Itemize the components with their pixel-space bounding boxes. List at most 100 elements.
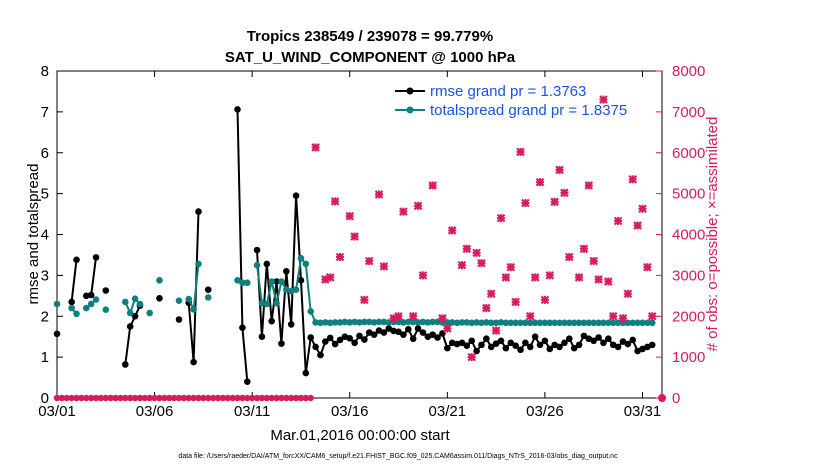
y-left-tick-label: 7 <box>41 104 49 121</box>
rmse-point <box>492 340 500 347</box>
spread-point <box>483 319 490 326</box>
spread-point <box>268 278 275 285</box>
y-left-tick-label: 2 <box>41 308 49 325</box>
spread-point <box>458 319 466 326</box>
assimilated-obs-point <box>545 271 555 280</box>
x-tick-label: 03/31 <box>624 403 662 420</box>
spread-point <box>507 319 515 327</box>
rmse-point <box>53 330 61 338</box>
spread-point <box>531 319 539 327</box>
y-right-tick-label: 5000 <box>672 186 705 203</box>
spread-point <box>414 319 422 326</box>
possible-obs-point <box>63 394 70 402</box>
x-tick-label: 03/21 <box>429 403 467 420</box>
assimilated-obs-point <box>413 201 423 211</box>
rmse-point <box>522 339 529 347</box>
spread-point <box>463 319 471 326</box>
rmse-point <box>497 337 505 345</box>
spread-point <box>122 298 129 306</box>
spread-point <box>404 318 412 326</box>
spread-point <box>497 319 505 326</box>
rmse-point <box>356 332 363 340</box>
rmse-point <box>414 325 422 332</box>
spread-point <box>370 319 378 326</box>
assimilated-obs-point <box>438 314 447 323</box>
possible-obs-point <box>263 394 270 402</box>
spread-point <box>292 286 300 293</box>
possible-obs-point <box>239 394 246 402</box>
rmse-point <box>404 326 412 333</box>
rmse-point <box>400 331 407 338</box>
rmse-point <box>234 106 241 113</box>
y-right-tick-label: 1000 <box>672 349 705 366</box>
spread-point <box>253 261 261 269</box>
rmse-point <box>473 347 480 355</box>
possible-obs-point <box>112 394 119 402</box>
spread-point <box>522 319 529 327</box>
spread-point <box>644 319 651 327</box>
possible-obs-point <box>166 394 173 402</box>
spread-point <box>517 319 524 327</box>
spread-point <box>322 319 329 326</box>
legend-rmse-label: rmse grand pr = 1.3763 <box>430 83 586 100</box>
spread-point <box>429 318 436 326</box>
assimilated-obs-point <box>418 271 428 280</box>
spread-point <box>639 319 646 327</box>
assimilated-obs-point <box>482 303 491 313</box>
spread-point <box>273 299 280 307</box>
possible-obs-point <box>219 394 227 402</box>
rmse-point <box>156 294 163 302</box>
rmse-point <box>302 369 310 377</box>
possible-obs-point <box>287 394 295 402</box>
rmse-point <box>531 333 539 340</box>
spread-point <box>195 260 202 268</box>
possible-obs-point <box>78 394 85 402</box>
rmse-point <box>565 335 573 343</box>
plot-area <box>56 70 663 399</box>
spread-point <box>258 299 266 307</box>
x-tick-label: 03/11 <box>234 403 270 420</box>
spread-point <box>302 260 310 268</box>
spread-point <box>502 319 510 327</box>
possible-obs-point <box>87 394 95 402</box>
possible-obs-point <box>224 394 231 402</box>
spread-point <box>585 319 593 327</box>
possible-obs-point <box>292 394 300 402</box>
y-left-tick-labels: 0 1 2 3 4 5 6 7 8 <box>41 63 49 407</box>
spread-point <box>375 318 383 326</box>
y-right-tick-label: 4000 <box>672 227 705 244</box>
rmse-point <box>570 344 578 352</box>
possible-obs-point <box>258 394 266 402</box>
assimilated-obs-point <box>345 211 355 221</box>
rmse-point <box>409 335 417 343</box>
rmse-point <box>502 344 510 352</box>
assimilated-obs-point <box>443 324 452 333</box>
possible-obs-point <box>248 394 256 402</box>
spread-point <box>331 319 339 326</box>
possible-obs-point <box>126 394 134 402</box>
assimilated-obs-point <box>379 262 389 271</box>
rmse-point <box>463 342 471 349</box>
rmse-point <box>458 339 466 347</box>
possible-obs-point <box>58 394 66 402</box>
assimilated-obs-point <box>638 204 647 214</box>
possible-obs-point <box>102 394 109 402</box>
spread-point <box>473 319 480 326</box>
spread-point <box>346 319 354 326</box>
rmse-point <box>541 337 549 345</box>
assimilated-obs-point <box>330 197 340 206</box>
possible-obs-point <box>234 394 241 402</box>
possible-obs-point <box>161 394 168 402</box>
possible-obs-point <box>214 394 222 402</box>
assimilated-obs-point <box>364 256 374 266</box>
rmse-point <box>204 286 212 293</box>
footer-data-file: data file: /Users/raeder/DAI/ATM_forcXX/… <box>178 453 618 460</box>
assimilated-obs-point <box>604 277 613 286</box>
rmse-point <box>468 337 476 345</box>
spread-point <box>380 318 388 326</box>
possible-obs-point <box>268 394 275 402</box>
possible-obs-point <box>175 394 183 402</box>
spread-point <box>82 304 90 312</box>
spread-point <box>68 304 75 312</box>
assimilated-obs-point <box>399 207 408 216</box>
